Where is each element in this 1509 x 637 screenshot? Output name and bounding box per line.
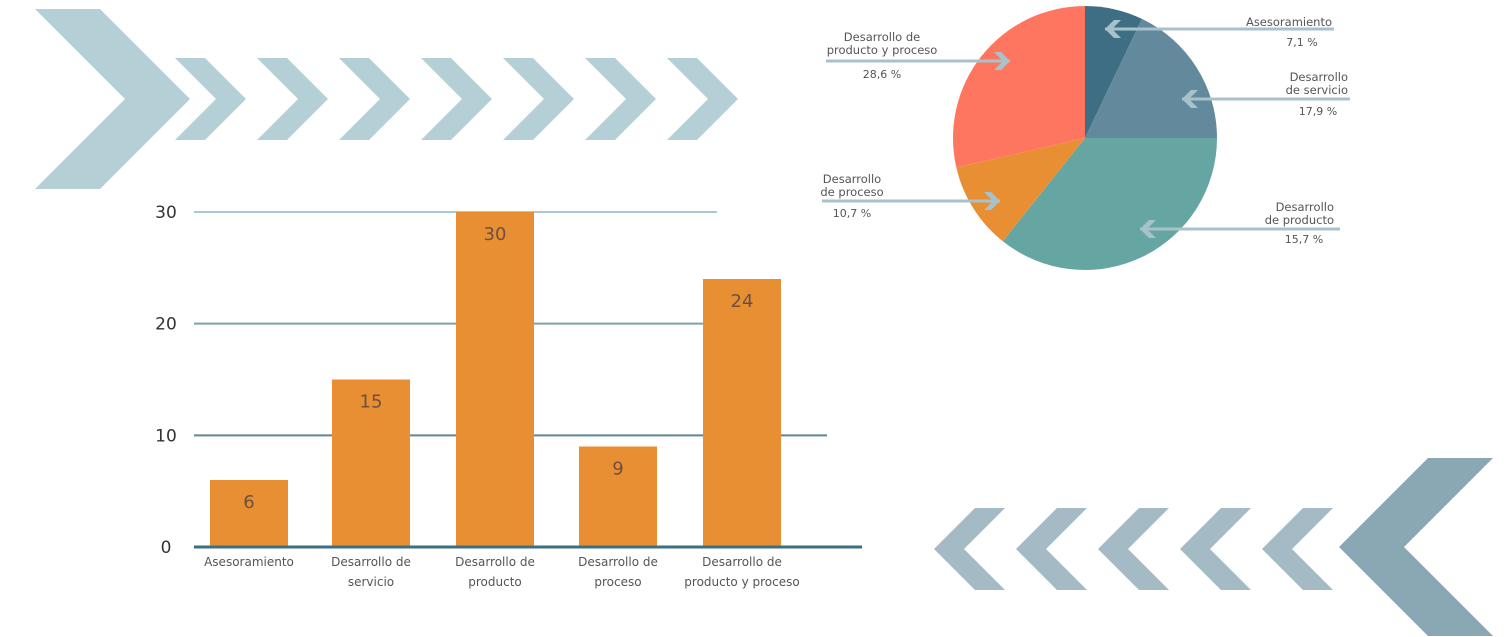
pie-value-label: 7,1 %: [1286, 36, 1317, 49]
right-chevron-icon: [1098, 508, 1169, 590]
left-chevron-icon: [339, 58, 410, 140]
pie-category-label: Desarrollo: [1290, 70, 1348, 84]
bar: [210, 480, 288, 547]
right-chevron-icon: [934, 508, 1005, 590]
pie-slice: [953, 6, 1085, 168]
left-chevron-icon: [257, 58, 328, 140]
pie-value-label: 10,7 %: [833, 207, 871, 220]
pie-category-label: Desarrollo: [1276, 200, 1334, 214]
bar-value-label: 24: [731, 291, 754, 312]
y-tick-label: 20: [155, 315, 177, 335]
x-tick-label: producto y proceso: [684, 575, 799, 589]
leader-arrow-icon: [994, 52, 1010, 70]
bar-value-label: 6: [243, 492, 254, 513]
right-chevron-icon: [1262, 508, 1333, 590]
left-chevron-icon: [421, 58, 492, 140]
x-tick-label: Desarrollo de: [331, 555, 411, 569]
x-tick-label: Desarrollo de: [702, 555, 782, 569]
bar: [332, 379, 410, 547]
right-chevron-decoration: [934, 458, 1493, 636]
left-chevron-icon: [585, 58, 656, 140]
x-tick-label: producto: [468, 575, 522, 589]
pie-category-label: de producto: [1265, 213, 1334, 227]
pie-category-label: de proceso: [820, 185, 883, 199]
leader-arrow-icon: [1105, 20, 1121, 38]
bar-value-label: 30: [484, 224, 507, 245]
left-chevron-decoration: [35, 9, 738, 189]
pie-slice: [956, 138, 1085, 242]
large-right-chevron-icon: [1339, 458, 1493, 636]
pie-value-label: 28,6 %: [863, 68, 901, 81]
left-chevron-icon: [667, 58, 738, 140]
bar: [703, 279, 781, 547]
x-tick-label: Desarrollo de: [578, 555, 658, 569]
left-chevron-icon: [503, 58, 574, 140]
x-tick-label: servicio: [348, 575, 394, 589]
right-chevron-icon: [1016, 508, 1087, 590]
x-tick-label: Asesoramiento: [204, 555, 294, 569]
x-tick-label: Desarrollo de: [455, 555, 535, 569]
pie-category-label: Desarrollo: [823, 172, 881, 186]
y-tick-label: 10: [155, 426, 177, 446]
leader-arrow-icon: [1140, 220, 1156, 238]
pie-category-label: Asesoramiento: [1246, 15, 1332, 29]
left-chevron-icon: [175, 58, 246, 140]
pie-value-label: 15,7 %: [1285, 233, 1323, 246]
pie-slice: [1085, 6, 1142, 138]
pie-slice: [1085, 18, 1217, 138]
pie-category-label: de servicio: [1286, 83, 1348, 97]
right-chevron-icon: [1180, 508, 1251, 590]
pie-category-label: producto y proceso: [827, 43, 938, 57]
bar: [579, 446, 657, 547]
leader-arrow-icon: [984, 192, 1000, 210]
pie-category-label: Desarrollo de: [844, 30, 920, 44]
x-tick-label: proceso: [594, 575, 641, 589]
bar-value-label: 9: [612, 459, 623, 480]
y-tick-label: 30: [155, 203, 177, 223]
y-tick-label: 0: [161, 538, 172, 558]
large-left-chevron-icon: [35, 9, 190, 189]
bar-value-label: 15: [360, 392, 383, 413]
leader-arrow-icon: [1182, 90, 1198, 108]
bar: [456, 212, 534, 547]
pie-value-label: 17,9 %: [1299, 105, 1337, 118]
pie-slice: [1002, 138, 1217, 270]
bar-chart: 6 15 30 9 24 0 10 20 30 Asesoramiento Desarrollo d…: [155, 203, 862, 589]
